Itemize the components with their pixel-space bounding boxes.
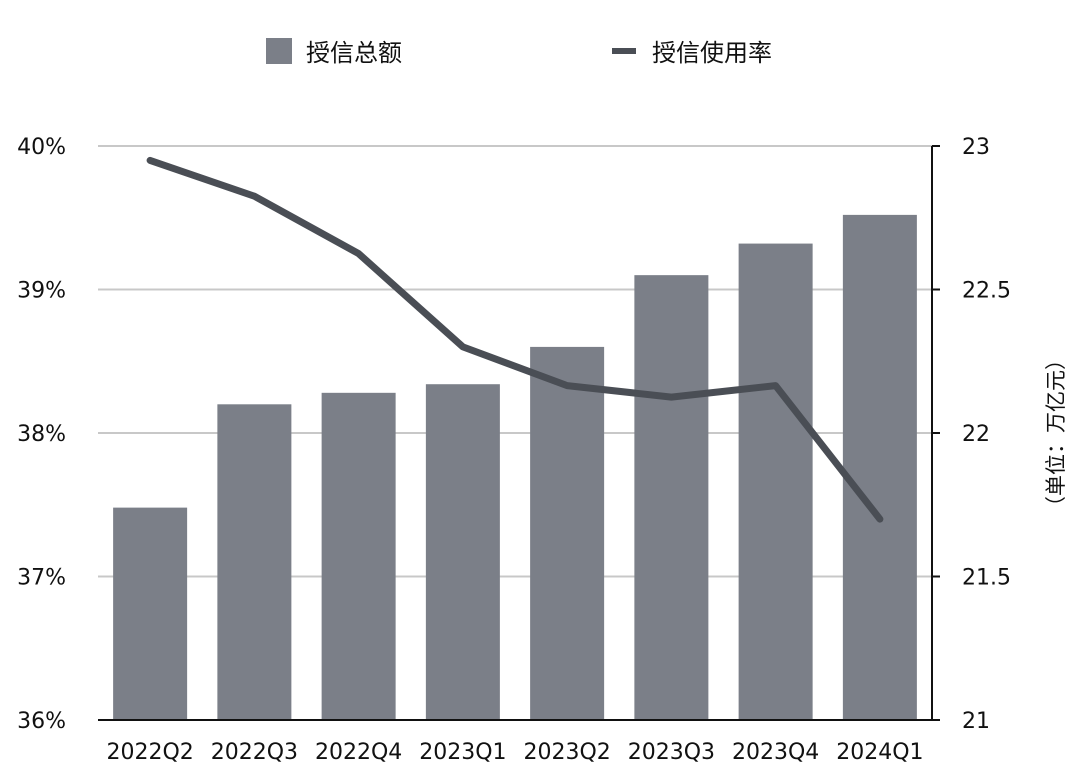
right-tick-label-2: 22 (962, 422, 990, 447)
bar-layer (113, 214, 917, 720)
bar-2023Q4 (738, 243, 813, 720)
bar-2023Q2 (530, 346, 605, 720)
utilization-line (146, 156, 884, 523)
line-point-2022Q3 (252, 194, 257, 199)
line-point-2024Q1 (877, 517, 882, 522)
legend-line-label: 授信使用率 (652, 39, 772, 67)
legend-bar-label: 授信总额 (306, 39, 402, 67)
right-axis-unit-label: （单位：万亿元） (1044, 349, 1068, 517)
bar-2022Q4 (321, 392, 396, 720)
left-tick-label-2: 38% (17, 422, 66, 447)
left-tick-label-4: 40% (17, 135, 66, 160)
x-tick-label-2022Q2: 2022Q2 (106, 740, 193, 765)
line-point-2022Q4 (356, 251, 361, 256)
bar-2023Q1 (425, 384, 500, 720)
legend: 授信总额 授信使用率 (266, 38, 772, 67)
line-layer (146, 156, 884, 523)
x-tick-label-2023Q4: 2023Q4 (732, 740, 819, 765)
bar-2024Q1 (842, 214, 917, 720)
x-tick-label-2022Q4: 2022Q4 (315, 740, 402, 765)
axis-layer (98, 145, 940, 721)
right-tick-label-1: 21.5 (962, 566, 1011, 591)
x-tick-label-2023Q2: 2023Q2 (523, 740, 610, 765)
left-tick-label-1: 37% (17, 566, 66, 591)
right-tick-label-3: 22.5 (962, 279, 1011, 304)
right-tick-label-0: 21 (962, 709, 990, 734)
x-tick-label-2024Q1: 2024Q1 (836, 740, 923, 765)
label-layer: 36% 37% 38% 39% 40% 21 21.5 22 22.5 23 2022Q2 2022Q… (17, 135, 1011, 765)
line-point-2023Q1 (460, 344, 465, 349)
line-point-2023Q2 (565, 383, 570, 388)
x-tick-label-2023Q1: 2023Q1 (419, 740, 506, 765)
bar-2022Q3 (217, 404, 292, 720)
x-tick-label-2022Q3: 2022Q3 (211, 740, 298, 765)
bar-2022Q2 (113, 507, 188, 720)
bar-2023Q3 (634, 275, 709, 720)
left-tick-label-3: 39% (17, 279, 66, 304)
x-tick-label-2023Q3: 2023Q3 (628, 740, 715, 765)
line-point-2023Q4 (773, 383, 778, 388)
left-tick-label-0: 36% (17, 709, 66, 734)
line-point-2022Q2 (148, 158, 153, 163)
legend-bar-swatch (266, 38, 292, 64)
line-point-2023Q3 (669, 395, 674, 400)
right-tick-label-4: 23 (962, 135, 990, 160)
